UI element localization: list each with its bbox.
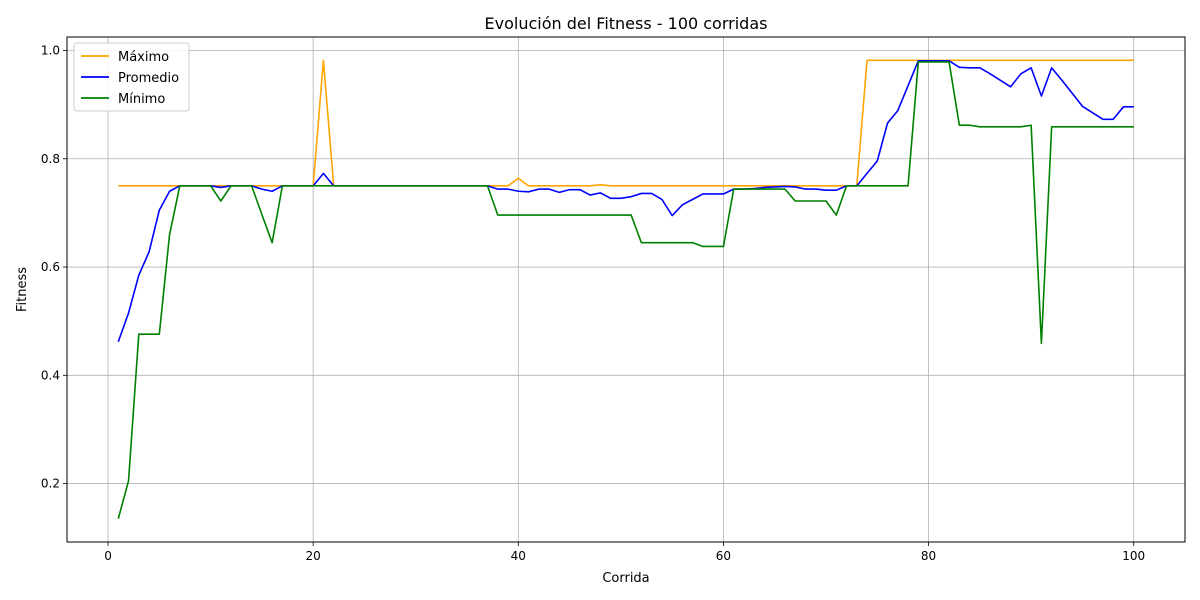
grid-lines bbox=[67, 37, 1185, 542]
x-tick-label: 0 bbox=[104, 549, 112, 563]
x-tick-label: 40 bbox=[511, 549, 526, 563]
y-tick-label: 0.2 bbox=[41, 477, 60, 491]
x-tick-label: 20 bbox=[306, 549, 321, 563]
x-tick-label: 80 bbox=[921, 549, 936, 563]
x-axis-label: Corrida bbox=[602, 571, 649, 586]
y-tick-label: 0.4 bbox=[41, 368, 60, 382]
chart-title: Evolución del Fitness - 100 corridas bbox=[485, 14, 768, 33]
series-line-mínimo bbox=[117, 61, 1134, 519]
legend-label: Máximo bbox=[118, 50, 169, 65]
legend-box bbox=[73, 42, 190, 112]
y-tick-label: 0.6 bbox=[41, 260, 60, 274]
legend-label: Mínimo bbox=[118, 92, 165, 107]
y-axis-label: Fitness bbox=[15, 267, 30, 312]
legend: Máximo Promedio Mínimo bbox=[73, 42, 190, 112]
x-axis-ticks: 0 20 40 60 80 100 bbox=[104, 542, 1145, 563]
x-tick-label: 100 bbox=[1122, 549, 1145, 563]
y-tick-label: 1.0 bbox=[41, 44, 60, 58]
legend-label: Promedio bbox=[118, 71, 179, 86]
plot-frame bbox=[66, 36, 1186, 543]
x-tick-label: 60 bbox=[716, 549, 731, 563]
y-axis-ticks: 0.2 0.4 0.6 0.8 1.0 bbox=[41, 44, 67, 491]
y-tick-label: 0.8 bbox=[41, 152, 60, 166]
series-lines bbox=[117, 59, 1134, 519]
series-line-máximo bbox=[118, 59, 1134, 187]
